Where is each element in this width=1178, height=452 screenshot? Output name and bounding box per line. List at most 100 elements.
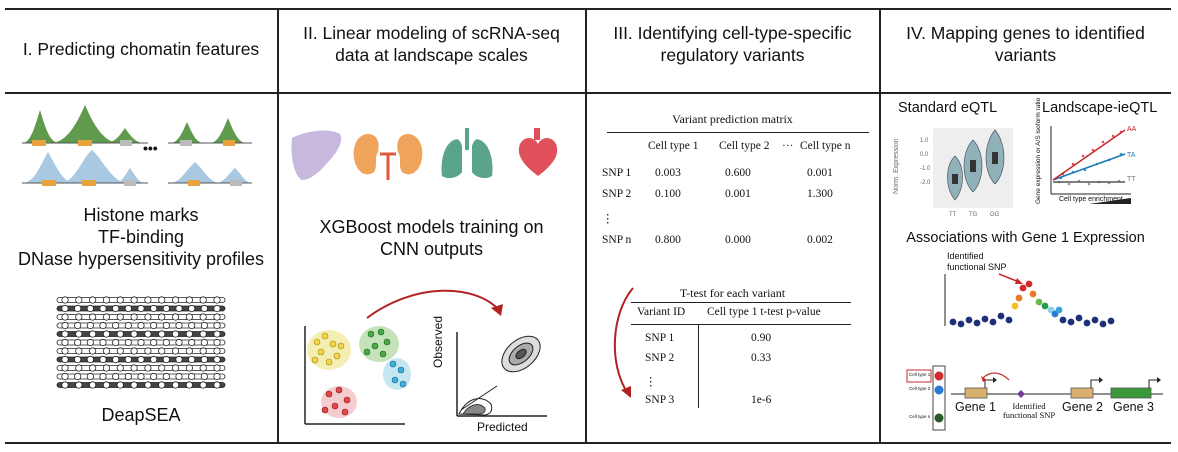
association-point (1107, 317, 1115, 325)
panel-4-title-line-1: IV. Mapping genes to identified (906, 23, 1145, 43)
matrix-cell-ctn: 0.001 (807, 167, 833, 179)
matrix-cell-ct1: 0.100 (655, 188, 681, 200)
network-node (199, 347, 207, 355)
panel-2-title: II. Linear modeling of scRNA-seq data at… (278, 22, 585, 66)
eqtl-violin-plot (933, 128, 1013, 208)
network-node (99, 304, 107, 313)
cluster-blue (383, 358, 411, 390)
network-node (199, 296, 207, 304)
network-node (124, 304, 132, 313)
network-node (188, 355, 196, 364)
network-node (144, 296, 152, 304)
network-layer (56, 348, 226, 354)
peak-green-2 (50, 105, 120, 143)
ttest-cell-pvalue: 1e-6 (751, 394, 772, 406)
network-node (112, 304, 120, 313)
panel-1-title: I. Predicting chomatin features (22, 39, 260, 59)
training-arrow (366, 289, 500, 319)
network-node (162, 338, 170, 347)
network-node (61, 338, 69, 347)
region-box (42, 180, 56, 186)
cell-type-1-highlight (906, 369, 932, 383)
matrix-title: Variant prediction matrix (672, 112, 793, 126)
network-node (116, 313, 124, 321)
ttest-cell-pvalue: 0.33 (751, 352, 772, 364)
network-node (171, 296, 180, 304)
region-box (180, 140, 192, 146)
network-node (86, 304, 94, 313)
network-node (171, 347, 180, 355)
eqtl-ytick: 0.0 (920, 152, 929, 158)
network-node (75, 296, 83, 304)
eqtl-xtick-gg: GG (990, 212, 1000, 218)
association-point (1015, 294, 1023, 302)
association-point (1011, 302, 1019, 310)
network-node (137, 355, 145, 364)
obs-pred-ylabel: Observed (431, 315, 445, 368)
gene-3-label: Gene 3 (1113, 400, 1155, 414)
network-node (185, 347, 193, 355)
tss-arrow-3-head (1157, 377, 1161, 383)
matrix-cell-ct1: 0.003 (655, 167, 681, 179)
network-node (89, 296, 97, 304)
region-box (223, 140, 235, 146)
matrix-header-dots: ··· (782, 140, 794, 152)
network-node (124, 372, 132, 381)
cell-type-1-dot (934, 371, 944, 381)
ttest-arrow (613, 287, 634, 398)
points-green (363, 328, 391, 358)
eqtl-ylabel: Norm. Expression (893, 138, 900, 194)
ttest-cell-id: ⋮ (645, 376, 657, 388)
association-point (1025, 280, 1033, 288)
panel-3-title-line-1: III. Identifying cell-type-specific (613, 23, 852, 43)
cell-type-2-label: Cell type 2 (909, 386, 931, 391)
network-node (171, 313, 180, 321)
network-node (75, 347, 83, 355)
organ-icons (291, 128, 558, 180)
association-point (965, 316, 973, 324)
network-node (188, 321, 196, 330)
matrix-cell-ct2: 0.001 (725, 188, 751, 200)
peak-blue-3 (115, 168, 145, 183)
peak-blue-2 (60, 150, 128, 183)
network-node (102, 296, 111, 304)
eqtl-xtick-tt: TT (949, 212, 957, 218)
panel-4-title-line-2: variants (994, 45, 1057, 65)
gene-mapping-diagram (906, 365, 1163, 431)
network-layer (56, 314, 226, 320)
ieqtl-title: Landscape-ieQTL (1042, 100, 1158, 116)
network-node (124, 338, 132, 347)
peak-green-1 (22, 110, 60, 143)
network-node (74, 321, 82, 330)
matrix-row-label: SNP 1 (602, 167, 632, 179)
network-node (213, 364, 221, 372)
region-box (124, 180, 136, 186)
network-node (144, 364, 152, 372)
matrix-header-ctn: Cell type n (800, 140, 851, 152)
network-layer (56, 331, 226, 337)
network-node (89, 330, 97, 338)
eqtl-ytick: -2.0 (920, 180, 931, 186)
network-node (144, 381, 152, 389)
network-node (89, 313, 97, 321)
association-point (989, 318, 997, 326)
panel-2-title-line-1: II. Linear modeling of scRNA-seq (303, 23, 560, 43)
network-node (116, 347, 124, 355)
peak-blue-1 (22, 152, 75, 183)
ieqtl-ylabel: Gene expression or A/S isoform ratio (1035, 97, 1042, 204)
network-node (130, 347, 138, 355)
regulation-arrow (982, 372, 1010, 381)
network-node (99, 321, 107, 330)
network-node (89, 381, 97, 389)
network-node (137, 304, 145, 313)
ieqtl-series-ta: TA (1127, 152, 1136, 159)
network-node (188, 372, 196, 381)
network-node (185, 313, 193, 321)
network-node (185, 330, 193, 338)
feature-dnase: DNase hypersensitivity profiles (17, 249, 265, 269)
ttest-header-pvalue: Cell type 1 t-test p-value (707, 306, 821, 318)
cell-type-1-label: Cell type 1 (909, 372, 931, 377)
ttest-col-divider (698, 324, 699, 408)
association-plot (944, 273, 1115, 328)
peak-green-5 (210, 118, 246, 143)
